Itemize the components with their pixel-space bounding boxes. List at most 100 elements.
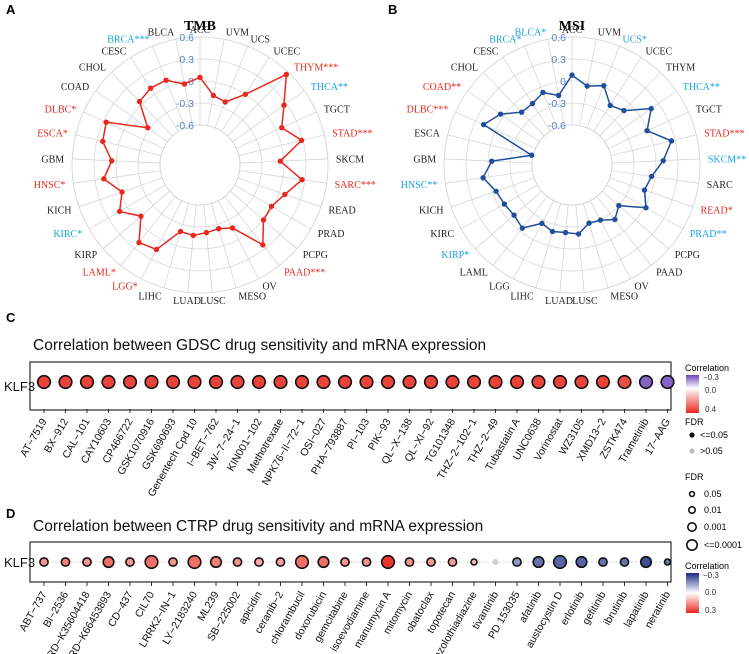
radar-category-label: STAD*** — [332, 129, 372, 140]
radar-category-label: GBM — [41, 154, 64, 165]
radar-spoke — [599, 72, 661, 137]
correlation-dot — [361, 557, 372, 567]
gdsc-corr-tick-mid: 0.0 — [705, 386, 717, 395]
fdr-size-dot-001 — [687, 505, 696, 514]
radar-point — [116, 208, 123, 215]
panel-label-a: A — [6, 2, 16, 17]
radar-category-label: KIRC — [430, 229, 454, 240]
radar-point — [643, 205, 649, 211]
radar-point — [197, 74, 203, 81]
radar-category-label: COAD — [61, 82, 89, 93]
fdr-size-dot-0001 — [686, 521, 697, 532]
radar-category-label: ESCA — [414, 129, 440, 140]
radar-point — [612, 216, 618, 223]
correlation-dot — [187, 554, 202, 570]
radar-spoke — [604, 90, 677, 143]
radar-spoke — [227, 72, 289, 137]
radar-point — [607, 102, 613, 109]
radar-title-tmb: TMB — [184, 19, 216, 34]
radar-point — [668, 138, 675, 144]
radar-point — [181, 81, 188, 87]
gdsc-corr-tick-bot: 0.4 — [705, 405, 717, 414]
radar-point — [281, 102, 287, 108]
radar-point — [480, 121, 487, 128]
radar-point — [222, 99, 228, 105]
radar-category-label: READ — [329, 205, 356, 216]
radar-point — [497, 111, 504, 117]
correlation-dot — [36, 374, 52, 390]
radar-point — [549, 228, 556, 235]
correlation-dot — [660, 374, 675, 390]
correlation-dot — [82, 557, 92, 567]
radar-spoke — [590, 200, 631, 279]
radar-spoke — [238, 134, 325, 156]
correlation-dot — [39, 557, 49, 567]
radar-category-label: LUAD — [545, 296, 573, 307]
radar-spoke — [141, 200, 182, 279]
radar-tick-label: 0.3 — [179, 54, 194, 66]
radar-point — [489, 158, 495, 164]
fdr-nonsig-label: >0.05 — [700, 446, 723, 456]
radar-category-label: LAML* — [83, 268, 116, 279]
correlation-dot — [663, 558, 672, 566]
radar-category-label: LGG — [489, 282, 510, 293]
radar-category-label: LIHC — [510, 291, 534, 302]
radar-point — [282, 191, 288, 198]
radar-spoke — [111, 72, 173, 137]
correlation-dot — [125, 557, 135, 567]
radar-point — [641, 187, 648, 193]
radar-spoke — [72, 158, 161, 164]
radar-tick-label: 0.6 — [179, 32, 194, 44]
fdr-size-label-0001: 0.001 — [704, 522, 727, 532]
radar-category-label: ACC — [562, 25, 583, 36]
correlation-dot — [359, 374, 374, 390]
radar-point — [529, 152, 535, 158]
correlation-dot — [380, 554, 396, 570]
radar-point — [299, 176, 305, 183]
correlation-dot — [639, 555, 653, 569]
radar-tick-label: -0.6 — [548, 120, 566, 132]
radar-spoke — [535, 203, 562, 288]
radar-category-label: LGG* — [112, 282, 138, 293]
ctrp-fdr-legend-title: FDR — [685, 472, 704, 482]
radar-category-label: LUAD — [173, 296, 201, 307]
gdsc-fdr-legend-title: FDR — [685, 417, 704, 427]
radar-spoke — [232, 90, 305, 143]
radar-category-label: BRCA*** — [107, 35, 149, 46]
radar-point — [147, 85, 154, 91]
radar-spoke — [524, 46, 558, 128]
correlation-dot — [275, 557, 286, 567]
correlation-dot — [144, 374, 159, 390]
radar-point — [586, 220, 592, 226]
correlation-dot — [144, 554, 159, 570]
radar-category-label: HNSC** — [401, 180, 438, 191]
radar-point — [203, 229, 210, 236]
radar-point — [519, 225, 526, 231]
gdsc-chart-title: Correlation between GDSC drug sensitivit… — [33, 337, 486, 354]
radar-point — [163, 77, 169, 83]
gdsc-row-label: KLF3 — [4, 379, 35, 394]
radar-category-label: ACC — [190, 25, 211, 36]
radar-category-label: UCEC — [646, 46, 673, 57]
radar-category-label: BRCA* — [489, 35, 521, 46]
radar-spoke — [130, 57, 179, 132]
correlation-dot — [426, 557, 436, 567]
radar-spoke — [88, 184, 166, 230]
ctrp-correlation-legend: Correlation −0.3 0.0 0.3 — [685, 561, 729, 615]
correlation-dot — [509, 374, 525, 390]
gdsc-corr-colorbar — [686, 375, 699, 413]
radar-category-label: SKCM** — [708, 154, 746, 165]
radar-point — [298, 137, 305, 144]
correlation-dot — [230, 374, 245, 390]
correlation-dot — [187, 374, 202, 390]
radar-category-label: READ* — [701, 205, 733, 216]
correlation-dot — [402, 374, 417, 390]
radar-spoke — [95, 90, 168, 143]
correlation-dot — [337, 374, 353, 390]
radar-category-label: KIRP — [74, 250, 97, 261]
correlation-dot — [208, 374, 224, 390]
correlation-dot — [232, 557, 243, 567]
radar-point — [109, 158, 115, 164]
radar-spoke — [492, 196, 548, 266]
